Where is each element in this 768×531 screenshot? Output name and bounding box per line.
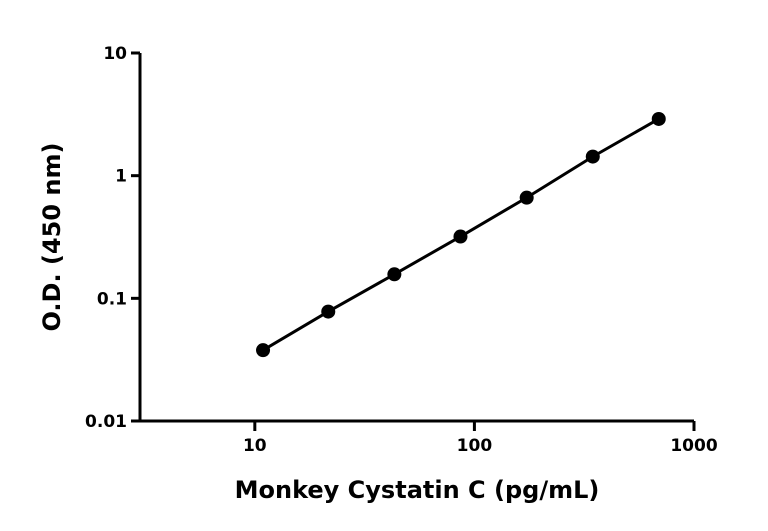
x-tick-label: 1000 <box>670 436 717 456</box>
x-axis-title: Monkey Cystatin C (pg/mL) <box>235 476 600 504</box>
data-point <box>651 111 666 126</box>
y-tick-label: 10 <box>103 44 127 64</box>
y-tick-label: 1 <box>115 167 127 187</box>
data-point <box>256 343 271 358</box>
x-tick-label: 100 <box>457 436 493 456</box>
data-point <box>453 229 468 244</box>
data-point <box>585 149 600 164</box>
y-tick-label: 0.01 <box>85 412 127 432</box>
data-point <box>519 190 534 205</box>
y-axis-title: O.D. (450 nm) <box>38 143 66 332</box>
x-tick-label: 10 <box>243 436 267 456</box>
y-tick-label: 0.1 <box>97 289 127 309</box>
data-point <box>387 267 402 282</box>
data-point <box>321 304 336 319</box>
